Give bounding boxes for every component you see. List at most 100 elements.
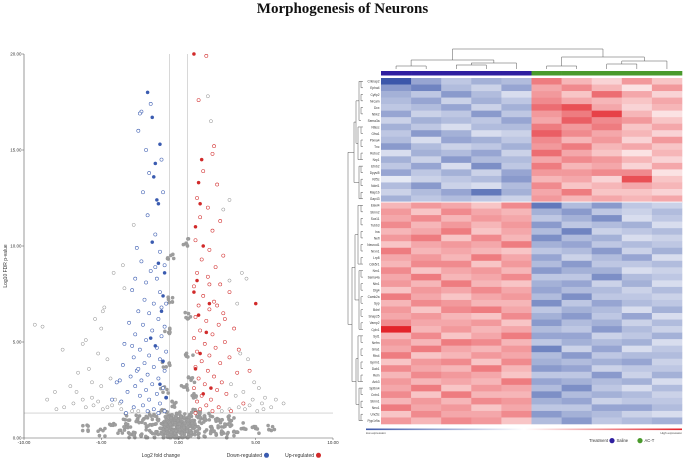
gray-point [257,431,261,436]
gray-point [152,414,157,418]
heatmap-cell [381,404,412,412]
down-point-filled [150,240,155,244]
gray-point [171,256,176,261]
group-bar-segment [411,71,442,76]
dendrogram-branch [357,126,361,160]
heatmap-cell [381,195,412,203]
gray-point [161,435,166,440]
heatmap-cell [411,208,442,216]
heatmap-cell [411,195,442,203]
heatmap-cell [561,397,592,405]
gray-point [255,427,260,431]
heatmap-cell [531,352,562,360]
heatmap-cell [561,195,592,203]
heatmap-cell [591,202,623,209]
heatmap-cell [651,267,683,275]
heatmap-cell [471,299,502,307]
figure-title: Morphogenesis of Neurons [256,1,429,17]
heatmap-cell [591,188,623,196]
up-point [212,299,216,304]
gray-open-point [91,403,96,408]
gray-point [177,427,182,432]
heatmap-cell [471,234,502,242]
heatmap-cell [591,130,623,138]
heatmap-cell [471,358,502,366]
heatmap-cell [381,97,412,105]
up-point [232,326,236,331]
up-point [216,322,221,327]
gray-open-point [238,351,243,356]
down-point [151,365,156,369]
heatmap-cell [471,247,502,255]
heatmap-cell [561,410,592,418]
heatmap-cell [471,254,502,262]
heatmap-cell [561,352,592,360]
heatmap-cell [411,169,442,177]
heatmap-cell [531,247,562,255]
gray-point [124,421,128,426]
dendrogram-branch [358,165,361,200]
heatmap-cell [501,326,532,333]
heatmap-cell [441,110,472,118]
heatmap-cell [441,345,472,353]
significant-points [110,52,258,415]
treatment-legend: Treatment Saline AC-T [589,438,655,444]
dendrogram-branch [360,231,363,239]
up-point [215,303,219,308]
heatmap-cell [381,175,412,183]
heatmap-cell [591,228,623,235]
heatmap-cell [381,417,412,425]
gray-open-point [90,395,94,400]
heatmap-cell [411,293,442,301]
dendrogram-branch [456,64,487,69]
heatmap-cell [621,293,653,301]
heatmap-cell [621,286,653,294]
heatmap-cell [501,234,532,242]
gray-point [80,428,85,433]
up-point [216,405,221,410]
heatmap-cell [381,169,412,177]
heatmap-cell [561,188,592,196]
gray-point [242,427,247,431]
gray-open-point [263,395,267,400]
expression-gradient [366,428,682,431]
heatmap-cell [621,397,653,405]
gray-open-point [244,276,249,281]
gray-open-point [256,386,261,390]
heatmap-cell [411,397,442,405]
down-point [145,213,150,218]
heatmap-cell [471,156,502,164]
heatmap-cell [501,280,532,288]
y-tick-label: 5.00 [13,340,22,345]
legend-label: Up-regulated [285,453,314,459]
gray-point [150,417,155,422]
heatmap-cell [651,234,683,242]
dendrogram-branch [360,296,363,304]
heatmap-cell [591,332,623,340]
heatmap-cell [531,410,562,418]
heatmap-cell [411,202,442,209]
heatmap-cell [411,358,442,366]
heatmap-cell [561,254,592,262]
treatment-swatch [637,438,643,444]
gray-open-point [93,317,97,321]
heatmap-cell [381,306,412,314]
heatmap-cell [471,365,502,373]
down-point [150,382,155,387]
heatmap-cell [501,228,532,235]
down-point [164,301,169,306]
heatmap-cell [531,280,562,288]
heatmap-cell [471,228,502,235]
heatmap-cell [591,104,623,111]
heatmap-cell [471,339,502,346]
heatmap-cell [531,175,562,183]
heatmap-cell [441,162,472,170]
heatmap-cell [381,286,412,294]
treatment-legend-title: Treatment [589,438,609,443]
dendrogram-branch [358,81,361,121]
heatmap-cell [471,123,502,131]
heatmap-cell [561,123,592,131]
heatmap-cell [561,241,592,249]
gray-open-point [261,407,266,412]
heatmap-cell [591,365,623,373]
